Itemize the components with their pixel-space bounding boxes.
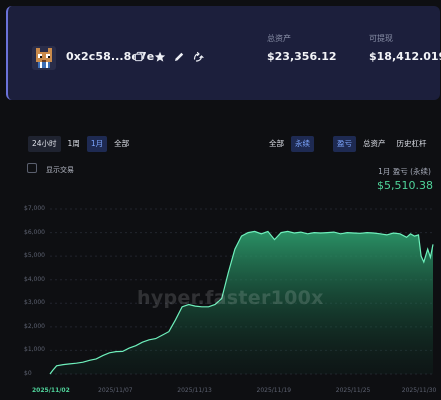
pnl-period-label: 1月 盈亏 (永续) — [378, 167, 431, 176]
wallet-address: 0x2c58...8e7e — [66, 50, 155, 63]
range-tabs: 24小时 1周 1月 全部 — [28, 136, 133, 152]
tab-all-range[interactable]: 全部 — [114, 139, 130, 148]
account-card: 0x2c58...8e7e 总资产 $23,356.12 可提现 $18,412… — [6, 6, 441, 100]
tab-perp[interactable]: 永续 — [291, 136, 314, 152]
total-assets-value: $23,356.12 — [267, 50, 337, 63]
pnl-line — [49, 230, 434, 375]
x-tick-label: 2025/11/13 — [177, 387, 212, 394]
avatar[interactable] — [32, 46, 56, 70]
pencil-icon[interactable] — [173, 51, 185, 63]
show-trades-label: 显示交易 — [46, 166, 74, 174]
y-tick-label: $4,000 — [24, 275, 45, 283]
tab-leverage-history[interactable]: 历史杠杆 — [396, 139, 427, 148]
watermark: hyper.faster100x — [137, 287, 324, 309]
y-tick-label: $0 — [24, 370, 32, 377]
x-tick-label: 2025/11/02 — [32, 387, 70, 394]
withdrawable-label: 可提现 — [369, 34, 393, 43]
x-tick-label: 2025/11/19 — [256, 387, 292, 394]
pnl-area-fill — [50, 231, 433, 374]
tab-all-scope[interactable]: 全部 — [269, 139, 284, 148]
star-icon[interactable] — [154, 51, 166, 63]
metric-tabs: 盈亏 总资产 历史杠杆 — [333, 136, 431, 152]
y-tick-label: $7,000 — [24, 205, 45, 212]
tab-1w[interactable]: 1周 — [67, 139, 80, 148]
tab-24h[interactable]: 24小时 — [28, 136, 61, 152]
y-tick-label: $3,000 — [24, 299, 45, 307]
pnl-value: $5,510.38 — [377, 179, 433, 192]
x-tick-label: 2025/11/25 — [335, 387, 371, 394]
pixel-cat-avatar-icon — [32, 46, 56, 70]
x-tick-label: 2025/11/30 — [401, 387, 437, 394]
share-icon[interactable] — [192, 51, 204, 63]
withdrawable-value: $18,412.019 — [369, 50, 441, 63]
y-tick-label: $1,000 — [24, 346, 45, 354]
copy-icon[interactable] — [134, 51, 146, 63]
tab-1m[interactable]: 1月 — [86, 136, 108, 152]
tab-total-assets[interactable]: 总资产 — [363, 139, 386, 148]
show-trades-checkbox[interactable] — [27, 163, 37, 173]
total-assets-label: 总资产 — [267, 34, 291, 43]
y-tick-label: $2,000 — [24, 322, 45, 330]
tab-pnl[interactable]: 盈亏 — [333, 136, 356, 152]
scope-tabs: 全部 永续 — [265, 136, 314, 152]
x-tick-label: 2025/11/07 — [98, 387, 133, 394]
y-tick-label: $6,000 — [24, 228, 45, 236]
y-tick-label: $5,000 — [24, 252, 45, 260]
